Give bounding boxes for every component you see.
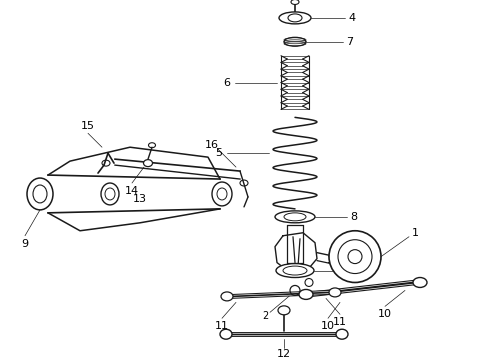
Text: 2: 2	[262, 311, 268, 321]
Ellipse shape	[413, 278, 427, 287]
Ellipse shape	[212, 182, 232, 206]
Text: 6: 6	[223, 77, 230, 87]
Text: 9: 9	[22, 239, 28, 249]
Ellipse shape	[336, 329, 348, 339]
Ellipse shape	[279, 12, 311, 24]
Ellipse shape	[329, 288, 341, 297]
Ellipse shape	[220, 329, 232, 339]
Text: 13: 13	[133, 194, 147, 204]
Text: 10: 10	[378, 309, 392, 319]
Text: 16: 16	[205, 140, 219, 150]
Text: 15: 15	[81, 121, 95, 131]
Ellipse shape	[299, 289, 313, 300]
Text: 11: 11	[215, 321, 229, 331]
Text: 12: 12	[277, 349, 291, 359]
Text: 10: 10	[321, 321, 335, 331]
Ellipse shape	[329, 231, 381, 283]
Text: 5: 5	[216, 148, 222, 158]
Ellipse shape	[348, 250, 362, 264]
Ellipse shape	[101, 183, 119, 205]
Text: 4: 4	[348, 13, 356, 23]
Ellipse shape	[278, 306, 290, 315]
Ellipse shape	[144, 159, 152, 167]
Text: 14: 14	[125, 186, 139, 196]
Text: 3: 3	[350, 266, 358, 275]
Ellipse shape	[284, 37, 306, 46]
Ellipse shape	[291, 0, 299, 4]
Ellipse shape	[276, 264, 314, 278]
Ellipse shape	[27, 178, 53, 210]
Text: 1: 1	[412, 228, 418, 238]
Text: 11: 11	[333, 317, 347, 327]
Ellipse shape	[338, 240, 372, 274]
Text: 8: 8	[350, 212, 358, 222]
Text: 7: 7	[346, 37, 354, 47]
Ellipse shape	[221, 292, 233, 301]
Ellipse shape	[275, 211, 315, 223]
